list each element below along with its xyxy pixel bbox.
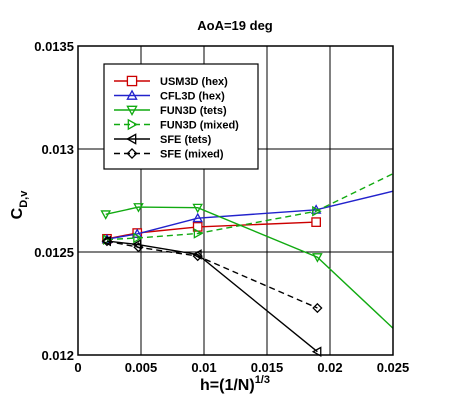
series-line — [106, 240, 318, 309]
x-axis-title-sup: 1/3 — [255, 374, 270, 386]
x-tick-label: 0 — [74, 360, 81, 375]
legend-label: USM3D (hex) — [160, 76, 228, 88]
series-line — [106, 173, 394, 241]
legend-marker — [126, 89, 138, 100]
y-axis-title-sub: D,v — [18, 190, 30, 208]
x-tick-label: 0.02 — [317, 360, 342, 375]
legend-marker — [126, 147, 138, 160]
y-tick-label: 0.012 — [41, 348, 74, 363]
data-point — [192, 251, 203, 262]
data-point — [312, 253, 323, 263]
legend-label: CFL3D (hex) — [160, 91, 225, 103]
tick-layer: 0 0.005 0.01 0.015 0.02 0.025 0.012 0.0125 0.013… — [34, 39, 409, 375]
legend-label: FUN3D (mixed) — [160, 120, 239, 132]
data-point — [133, 242, 144, 253]
x-tick-label: 0.01 — [191, 360, 216, 375]
legend-label: SFE (tets) — [160, 134, 212, 146]
legend-entry: SFE (mixed) — [114, 147, 224, 161]
legend-label: FUN3D (tets) — [160, 105, 227, 117]
y-axis-title-base: C — [9, 207, 26, 219]
legend-entry: CFL3D (hex) — [114, 89, 225, 103]
data-point — [133, 232, 143, 244]
legend: USM3D (hex) CFL3D (hex) FUN3D (tets) FUN3D … — [103, 63, 259, 170]
plot-frame — [77, 45, 394, 356]
x-axis-title: h=(1/N)1/3 — [200, 374, 270, 394]
x-tick-label: 0.015 — [251, 360, 284, 375]
series — [102, 173, 394, 245]
data-point — [312, 302, 323, 314]
x-tick-label: 0.025 — [377, 360, 410, 375]
series-line — [106, 190, 394, 240]
series-line — [106, 240, 318, 353]
x-axis-title-base: h=(1/N) — [200, 377, 255, 394]
series — [101, 190, 394, 244]
data-point — [192, 203, 204, 214]
legend-entry: FUN3D (tets) — [114, 105, 227, 117]
legend-entries: USM3D (hex) CFL3D (hex) FUN3D (tets) FUN3D … — [114, 75, 239, 161]
legend-marker — [127, 118, 138, 131]
y-tick-label: 0.013 — [41, 142, 74, 157]
series — [100, 203, 394, 329]
legend-entry: USM3D (hex) — [114, 75, 228, 88]
y-tick-label: 0.0135 — [34, 39, 74, 54]
y-tick-label: 0.0125 — [34, 245, 74, 260]
data-point — [311, 346, 322, 358]
legend-marker — [126, 133, 137, 145]
data-point — [312, 205, 322, 217]
series — [101, 235, 323, 314]
legend-marker — [126, 75, 138, 87]
series-line — [105, 206, 394, 329]
y-axis-title: CD,v — [9, 190, 30, 220]
data-point — [133, 203, 144, 213]
x-tick-label: 0.005 — [125, 360, 158, 375]
legend-entry: SFE (tets) — [114, 133, 212, 146]
series-layer — [100, 173, 394, 358]
legend-marker — [126, 105, 138, 116]
data-point — [192, 212, 204, 223]
data-point — [100, 210, 112, 220]
series — [101, 235, 322, 358]
data-point — [131, 228, 143, 238]
data-point — [311, 217, 321, 227]
chart-title: AoA=19 deg — [197, 18, 273, 33]
data-point — [101, 235, 113, 247]
data-point — [193, 228, 204, 239]
legend-label: SFE (mixed) — [160, 149, 224, 161]
legend-entry: FUN3D (mixed) — [114, 118, 239, 132]
